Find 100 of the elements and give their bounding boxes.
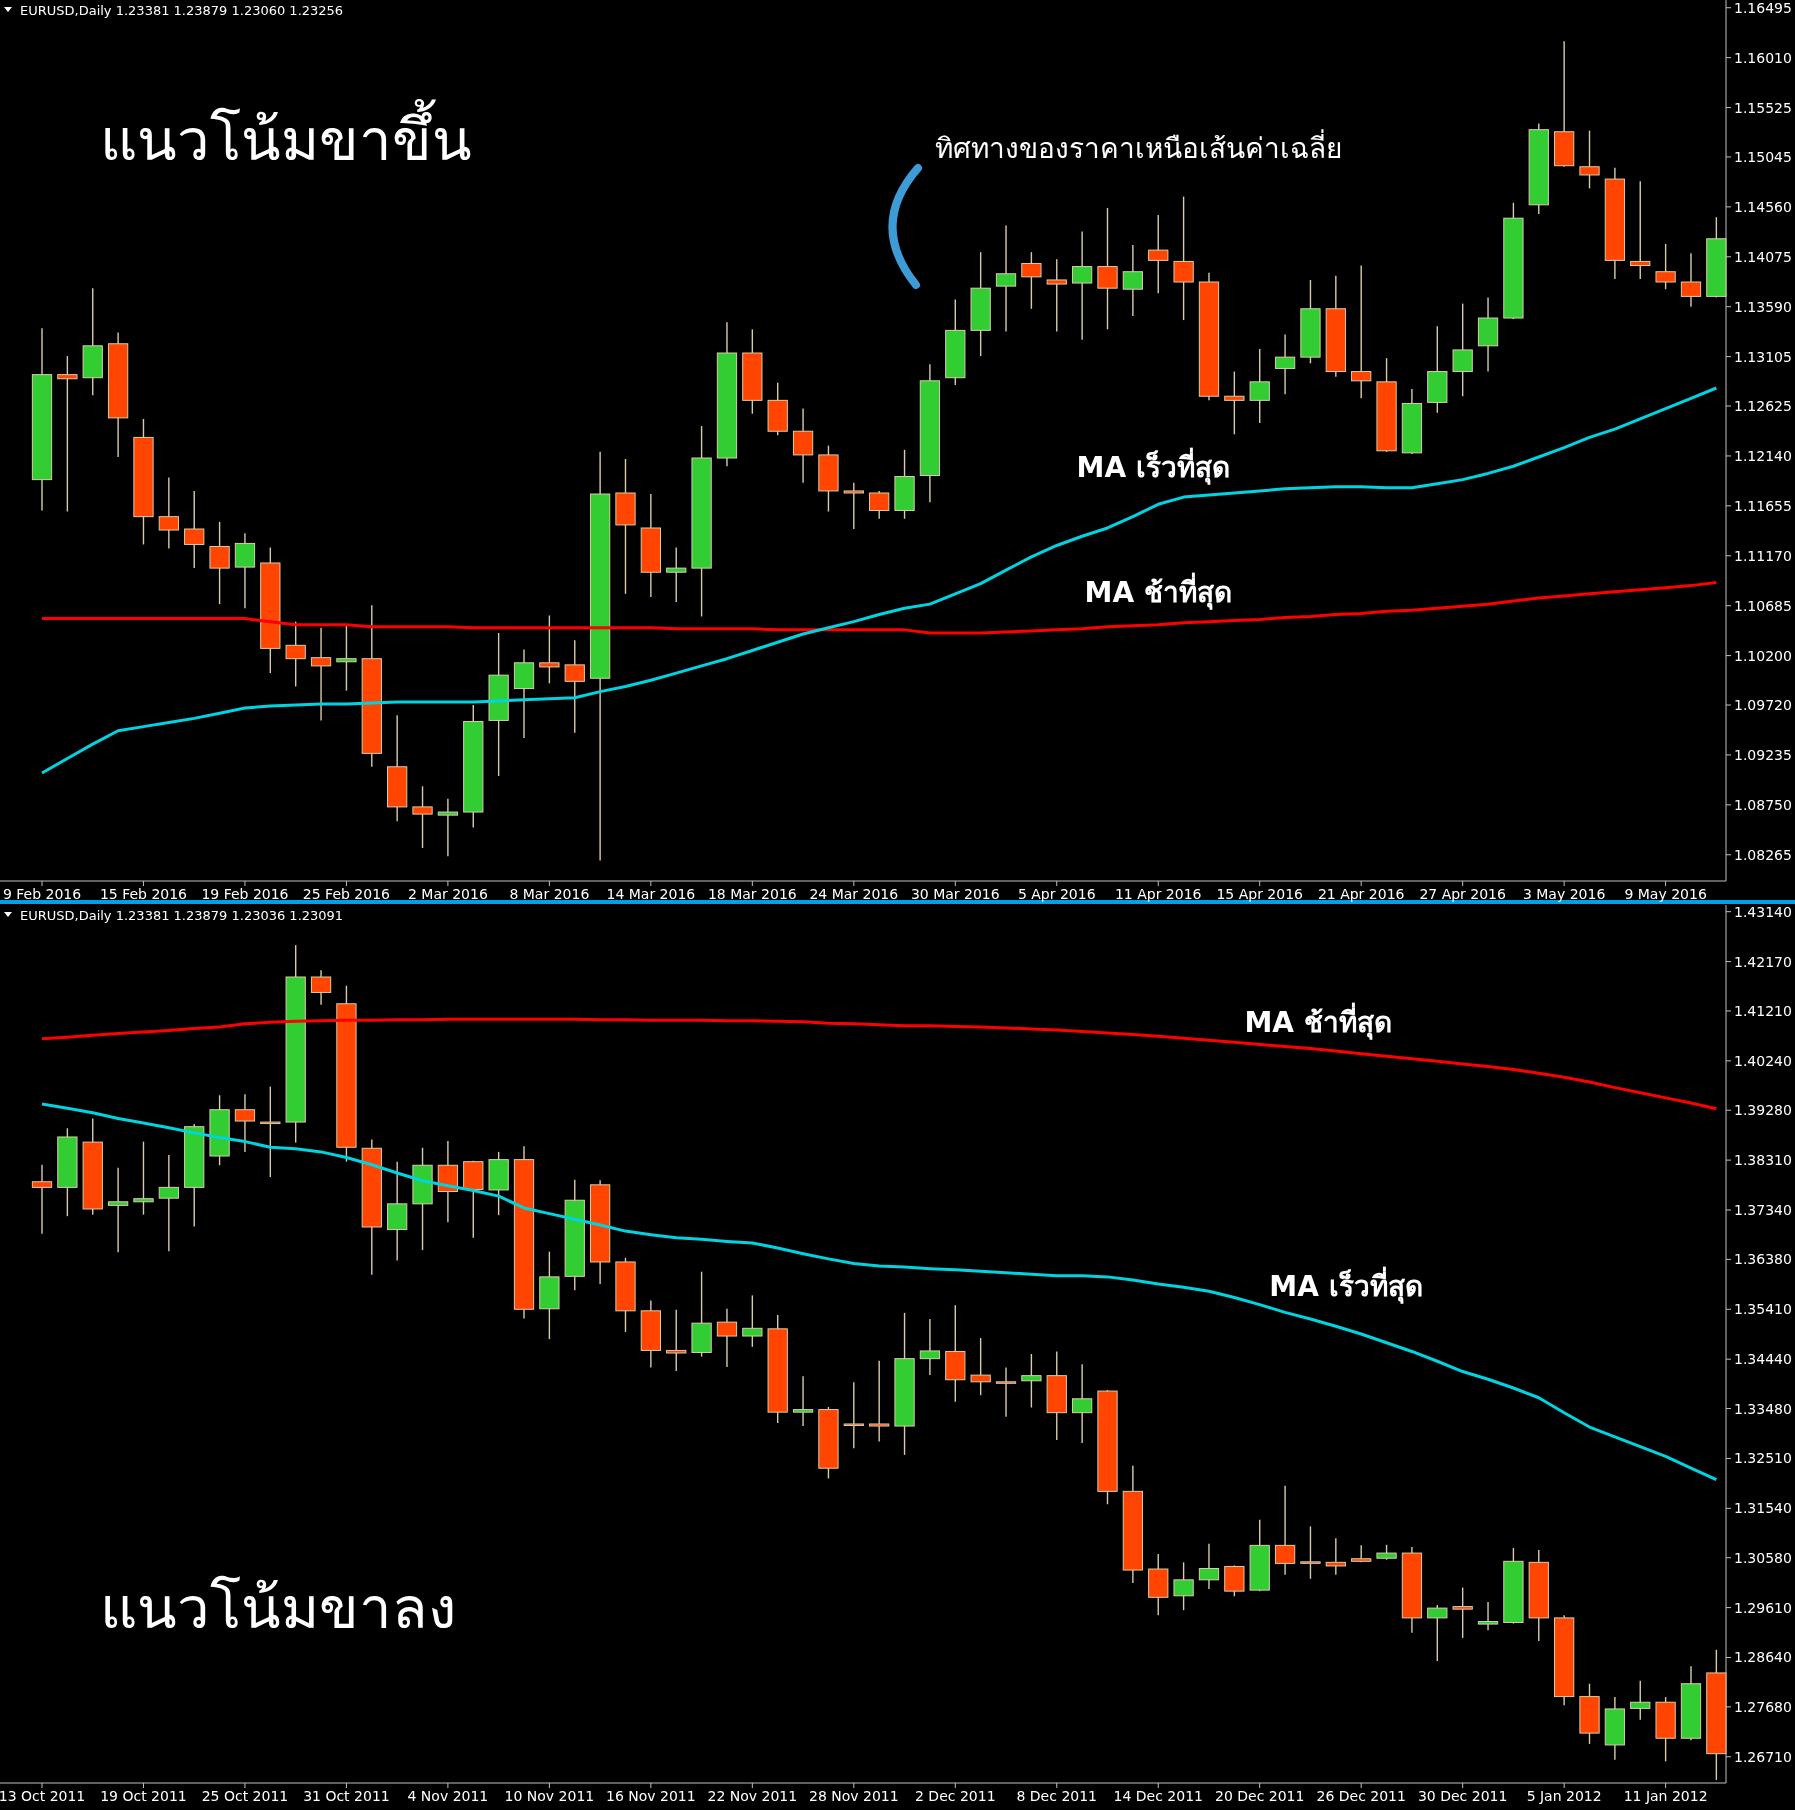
candlestick <box>57 355 78 513</box>
chart-title: EURUSD,Daily 1.23381 1.23879 1.23060 1.23256 <box>20 3 344 18</box>
candlestick <box>843 1381 864 1449</box>
x-tick-label: 25 Oct 2011 <box>201 1788 289 1804</box>
y-tick-label: 1.29610 <box>1734 1599 1792 1616</box>
candlestick <box>970 1337 991 1396</box>
y-tick-label: 1.10200 <box>1734 647 1792 664</box>
y-tick-label: 1.11170 <box>1734 547 1792 564</box>
x-tick-label: 8 Dec 2011 <box>1016 1788 1098 1804</box>
candlestick <box>1046 258 1067 333</box>
y-tick-label: 1.08750 <box>1734 796 1792 813</box>
y-tick-label: 1.35410 <box>1734 1301 1792 1318</box>
candlestick <box>209 521 230 605</box>
candlestick <box>1173 1561 1194 1611</box>
y-tick-label: 1.42170 <box>1734 953 1792 970</box>
candlestick <box>107 1167 129 1253</box>
x-tick-label: 21 Apr 2016 <box>1317 886 1405 902</box>
candlestick <box>1325 1537 1346 1576</box>
candlestick <box>260 1085 281 1178</box>
candlestick <box>1274 1485 1296 1576</box>
line-series <box>40 386 1718 775</box>
candlestick <box>133 1140 154 1216</box>
y-tick-label: 1.13590 <box>1734 298 1792 315</box>
candlestick <box>539 614 560 685</box>
y-tick-label: 1.08265 <box>1734 846 1792 863</box>
x-tick-label: 14 Mar 2016 <box>606 886 696 902</box>
candlestick <box>1122 244 1144 317</box>
x-tick-label: 9 Feb 2016 <box>2 886 82 902</box>
x-tick-label: 18 Mar 2016 <box>707 886 797 902</box>
candlestick <box>1071 1363 1093 1444</box>
y-tick-label: 1.15525 <box>1734 99 1792 116</box>
line-series <box>40 1102 1718 1482</box>
candlestick <box>412 785 433 849</box>
y-tick-label: 1.39280 <box>1734 1102 1792 1119</box>
candlestick <box>1351 1544 1372 1564</box>
candlestick <box>1427 1604 1448 1662</box>
candlestick <box>716 1308 738 1368</box>
candlestick <box>869 490 890 520</box>
candlestick <box>1655 243 1676 290</box>
candlestick <box>1021 251 1042 310</box>
chart-title: EURUSD,Daily 1.23381 1.23879 1.23036 1.23091 <box>20 908 344 923</box>
y-tick-label: 1.14075 <box>1734 248 1792 265</box>
x-tick-label: 30 Dec 2011 <box>1417 1788 1508 1804</box>
y-tick-label: 1.38310 <box>1734 1152 1792 1169</box>
x-tick-label: 31 Oct 2011 <box>303 1788 390 1804</box>
y-tick-label: 1.12140 <box>1734 447 1792 464</box>
y-tick-label: 1.12625 <box>1734 398 1792 415</box>
y-tick-label: 1.14560 <box>1734 198 1792 215</box>
candlestick <box>1579 130 1600 190</box>
series-label: MA เร็วที่สุด <box>1269 1266 1423 1305</box>
annotation: แนวโน้มขาลง <box>100 1574 456 1642</box>
x-tick-label: 16 Nov 2011 <box>606 1788 696 1804</box>
y-tick-label: 1.16495 <box>1734 0 1792 16</box>
y-tick-label: 1.40240 <box>1734 1052 1792 1069</box>
candlestick <box>1351 264 1372 399</box>
candlestick <box>995 1366 1017 1418</box>
series-label: MA ช้าที่สุด <box>1244 1001 1392 1040</box>
candlestick <box>1630 180 1651 280</box>
candlestick <box>1148 214 1169 295</box>
candlestick <box>666 1309 687 1372</box>
y-tick-label: 1.36380 <box>1734 1251 1792 1268</box>
x-tick-label: 27 Apr 2016 <box>1419 886 1507 902</box>
y-tick-label: 1.43140 <box>1734 903 1792 920</box>
x-tick-label: 22 Nov 2011 <box>707 1788 798 1804</box>
x-tick-label: 24 Mar 2016 <box>809 886 899 902</box>
candlestick <box>31 1164 53 1235</box>
y-tick-label: 1.15045 <box>1734 148 1792 165</box>
candlestick <box>742 1294 763 1348</box>
x-tick-label: 13 Oct 2011 <box>0 1788 86 1804</box>
y-tick-label: 1.34440 <box>1734 1351 1792 1368</box>
candlestick <box>285 620 306 688</box>
annotation: ทิศทางของราคาเหนือเส้นค่าเฉลี่ย <box>935 129 1342 165</box>
x-tick-label: 20 Dec 2011 <box>1215 1788 1305 1804</box>
y-tick-label: 1.09720 <box>1734 697 1792 714</box>
candlestick <box>234 1093 256 1153</box>
candlestick <box>1630 1679 1651 1721</box>
candlestick <box>1477 1601 1499 1631</box>
candlestick <box>1274 333 1296 395</box>
candlestick <box>1452 302 1473 397</box>
candlestick <box>1021 1353 1042 1409</box>
candlestick <box>1198 1543 1220 1590</box>
series-label: MA ช้าที่สุด <box>1084 571 1232 610</box>
x-tick-label: 25 Feb 2016 <box>302 886 391 902</box>
candlestick <box>1097 207 1118 331</box>
annotation: แนวโน้มขาขึ้น <box>100 99 472 174</box>
candlestick <box>184 490 205 569</box>
candlestick <box>437 797 459 857</box>
candlestick <box>792 407 814 484</box>
y-tick-label: 1.32510 <box>1734 1450 1792 1467</box>
y-tick-label: 1.27680 <box>1734 1698 1792 1715</box>
x-tick-label: 5 Apr 2016 <box>1017 886 1096 902</box>
candlestick <box>564 639 585 734</box>
y-tick-label: 1.26710 <box>1734 1748 1792 1765</box>
candlestick <box>310 969 332 1006</box>
x-tick-label: 2 Dec 2011 <box>915 1788 996 1804</box>
x-tick-label: 10 Nov 2011 <box>504 1788 595 1804</box>
candlestick <box>919 1318 941 1376</box>
x-tick-label: 11 Jan 2012 <box>1623 1788 1708 1804</box>
x-tick-label: 14 Dec 2011 <box>1113 1788 1203 1804</box>
y-tick-label: 1.28640 <box>1734 1649 1792 1666</box>
